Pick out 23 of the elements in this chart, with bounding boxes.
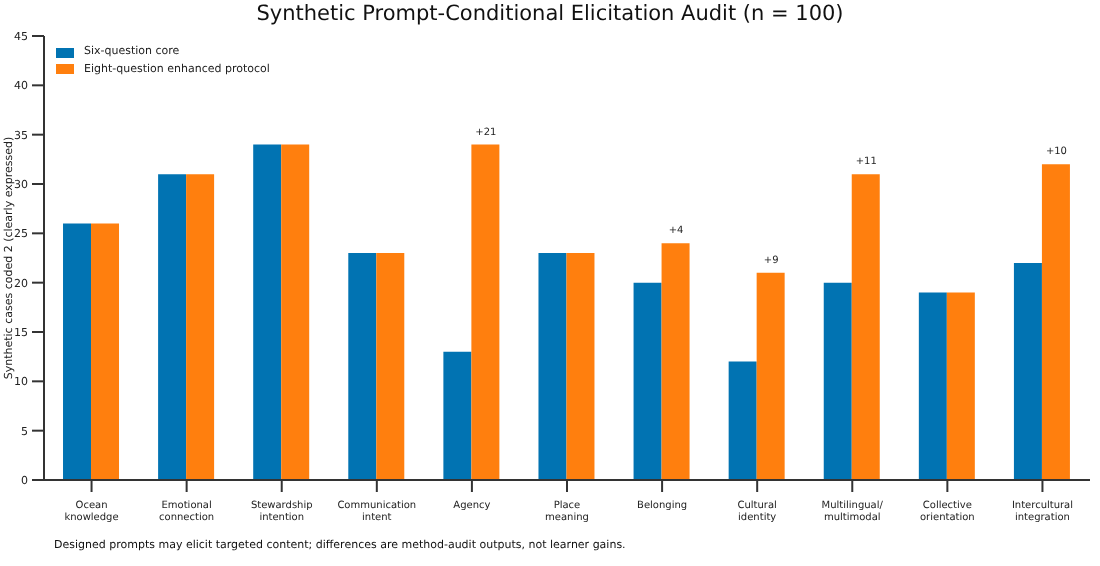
bar [566,253,595,480]
bar [281,144,310,480]
bar [1013,262,1042,480]
bar [661,243,690,480]
bar [443,351,472,480]
bar [728,361,757,480]
bar [376,253,405,480]
bar [538,253,567,480]
bar [471,144,500,480]
bar [918,292,947,480]
bar [851,174,880,480]
bar [348,253,377,480]
bar [91,223,120,480]
bar [633,282,662,480]
bar [186,174,215,480]
bar [823,282,852,480]
bar [253,144,282,480]
bar [1041,164,1070,480]
bar [63,223,92,480]
bar [756,272,785,480]
chart-title: Synthetic Prompt-Conditional Elicitation Audit (n = 100) [254,2,846,26]
bar [158,174,187,480]
bar [946,292,975,480]
